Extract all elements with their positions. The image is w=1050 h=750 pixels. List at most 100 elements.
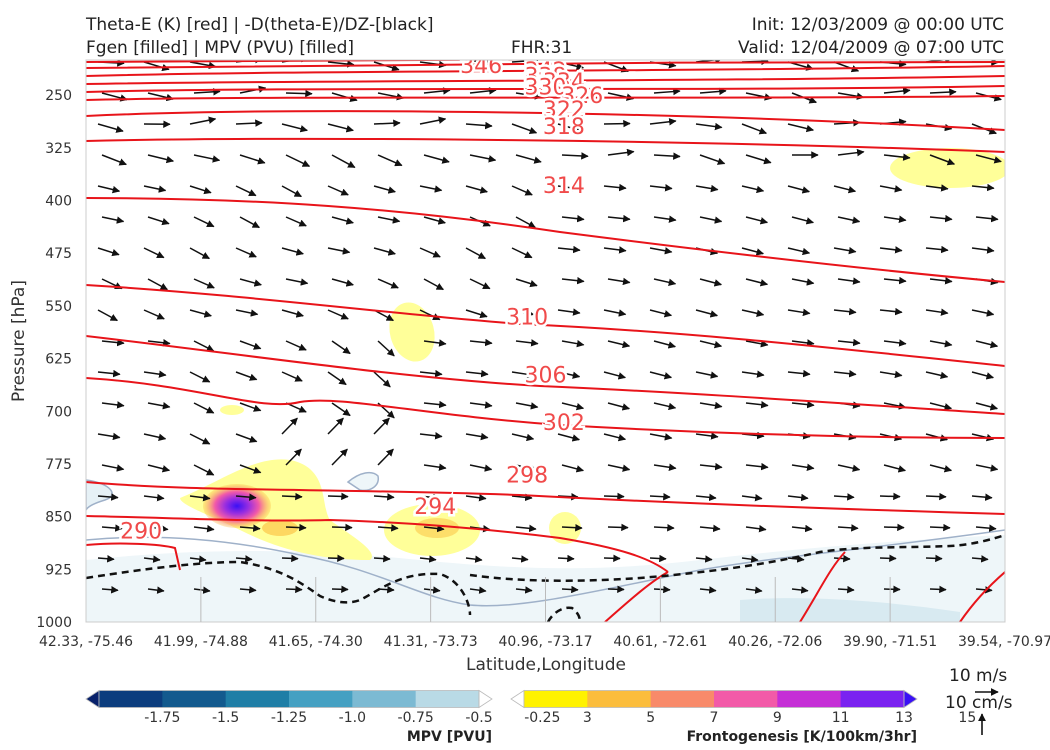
wind-arrow [699,340,723,349]
colorbar-segment [587,690,652,708]
wind-arrow [331,92,358,103]
wind-arrow [883,153,911,161]
wind-arrow [373,309,394,322]
theta-e-label: 302 [543,411,585,436]
wind-arrow [925,245,949,254]
wind-arrow [235,247,257,258]
wind-arrow [193,586,211,594]
wind-arrow [653,523,675,532]
wind-arrow [741,555,759,563]
wind-arrow [975,402,999,411]
wind-arrow [465,185,488,194]
wind-arrow [975,586,993,594]
colorbar-segment [352,690,417,708]
wind-arrow [925,492,947,501]
wind-arrow [239,216,260,229]
wind-arrow [189,555,207,563]
wind-arrow [419,555,437,563]
wind-arrow [469,338,493,347]
x-tick-label: 40.26, -72.06 [728,634,822,650]
wind-arrow [975,524,997,532]
wind-arrow [143,370,167,378]
theta-e-label: 290 [120,520,162,545]
wind-arrow [285,448,302,466]
wind-vectors [97,60,1002,594]
wind-arrow [971,493,993,501]
wind-arrow [603,371,627,380]
wind-arrow [465,247,486,260]
wind-arrow [603,492,625,501]
wind-arrow [929,214,953,223]
wind-arrow [929,277,953,285]
colorbar-tick-label: -1.75 [144,710,180,726]
wind-arrow [465,555,483,563]
wind-arrow [239,278,262,287]
wind-arrow [603,183,627,192]
wind-arrow [511,185,533,196]
colorbar-tick-label: 11 [832,710,850,726]
colorbar-segment [650,690,715,708]
y-tick-label: 850 [45,510,72,526]
wind-arrow [787,493,809,502]
colorbar-tick-label: -1.0 [339,710,366,726]
wind-arrow [603,309,627,317]
wind-arrow [833,185,857,194]
wind-arrow [193,464,215,476]
wind-arrow [377,216,401,224]
colorbar-tick-label: 15 [958,710,976,726]
wind-arrow [101,464,125,472]
wind-arrow [511,555,529,563]
wind-arrow [377,340,395,357]
wind-arrow [741,247,764,256]
wind-arrow [327,417,344,435]
wind-arrow [515,216,536,229]
wind-arrow [883,523,905,532]
colorbar-tick-label: 13 [895,710,913,726]
wind-arrow [511,433,535,442]
wind-arrow [561,152,589,160]
wind-arrow [699,524,721,533]
wind-arrow [557,245,581,254]
wind-arrow [603,246,627,254]
wind-arrow [193,216,215,228]
wind-arrow [469,87,497,95]
wind-arrow [561,339,585,348]
colorbar-segment [840,690,905,708]
wind-arrow [419,432,443,440]
colorbar-extend-high [903,689,918,709]
wind-arrow [561,402,585,411]
wind-arrow [101,216,125,224]
wind-arrow [975,154,1002,164]
wind-arrow [833,369,857,378]
wind-arrow [97,369,121,378]
wind-arrow [837,148,865,157]
colorbar-extend-low [510,689,525,709]
wind-arrow [419,309,441,321]
wind-arrow [193,340,215,352]
wind-arrow [469,586,487,594]
wind-arrow [143,555,161,563]
theta-e-label: 310 [506,305,548,330]
wind-arrow [515,339,539,347]
wind-arrow [971,309,995,317]
wind-arrow [469,278,491,290]
wind-arrow [423,463,447,471]
wind-arrow [879,370,903,379]
wind-arrow [879,185,903,193]
wind-arrow [327,492,349,501]
wind-arrow [653,340,676,349]
wind-arrow [975,340,999,349]
wind-arrow [557,433,580,442]
wind-arrow [97,309,118,322]
wind-arrow [281,554,299,563]
wind-arrow [327,309,349,320]
wind-arrow [929,88,957,96]
wind-arrow [791,586,809,594]
wind-arrow [189,185,212,195]
wind-arrow [557,123,584,133]
wind-arrow [423,524,445,533]
wind-arrow [883,339,907,347]
wind-arrow [423,154,450,164]
wind-arrow [837,524,859,532]
wind-arrow [147,586,165,594]
